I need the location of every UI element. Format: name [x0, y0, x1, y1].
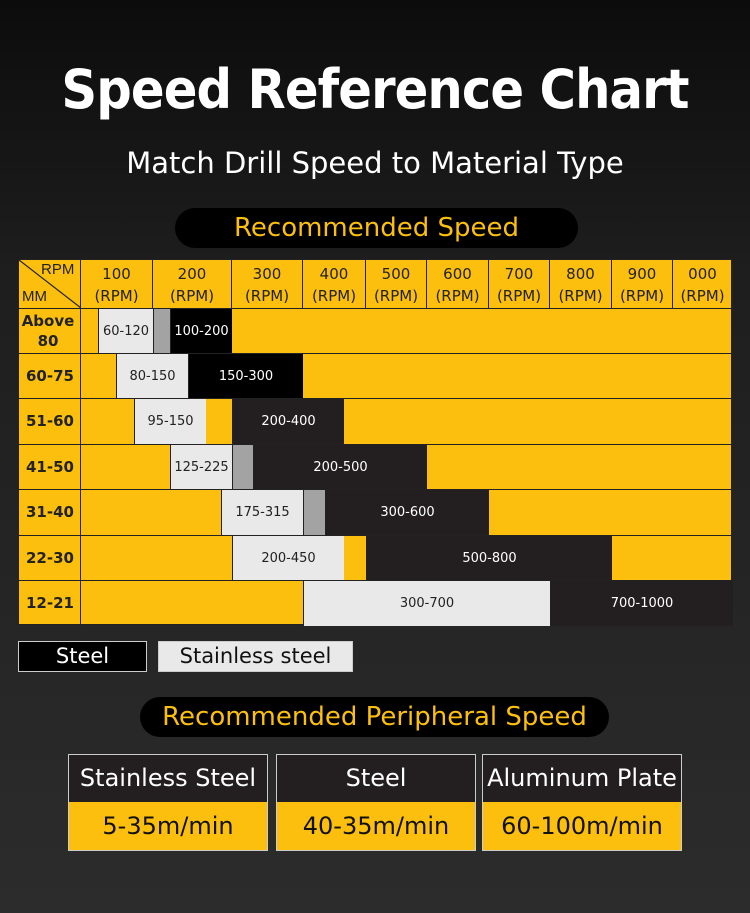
row-divider [19, 398, 733, 399]
column-unit: (RPM) [680, 287, 725, 305]
row-label-mm: 22-30 [26, 548, 74, 567]
column-header: 300 (RPM) [232, 260, 303, 308]
column-header: 200 (RPM) [153, 260, 232, 308]
steel-range-bar: 500-800 [366, 536, 612, 580]
column-unit: (RPM) [94, 287, 139, 305]
row-label-mm: 51-60 [26, 412, 74, 430]
column-value: 900 [627, 265, 657, 283]
label-column-divider [80, 260, 81, 626]
steel-range-bar: 700-1000 [550, 581, 733, 626]
corner-mm-label: MM [22, 288, 47, 305]
stainless-range-bar: 175-315 [221, 490, 303, 535]
column-unit: (RPM) [496, 287, 542, 305]
cell-divider [366, 536, 367, 580]
steel-range-bar: 200-400 [232, 399, 344, 444]
column-value: 600 [443, 265, 472, 283]
stainless-range-bar: 300-700 [303, 581, 550, 626]
steel-range-bar: 300-600 [325, 490, 489, 535]
row-label-mm: 12-21 [26, 594, 74, 612]
peripheral-card-stainless: Stainless Steel 5-35m/min [68, 754, 268, 851]
card-speed: 40-35m/min [277, 802, 475, 850]
row-divider [19, 308, 733, 309]
column-header: 600 (RPM) [427, 260, 489, 308]
column-header: 900 (RPM) [612, 260, 673, 308]
card-material: Aluminum Plate [483, 755, 681, 802]
row-divider [19, 444, 733, 445]
column-value: 700 [504, 265, 534, 283]
row-divider [19, 580, 733, 581]
column-unit: (RPM) [244, 287, 290, 305]
column-unit: (RPM) [169, 287, 215, 305]
column-unit: (RPM) [373, 287, 419, 305]
column-header: 700 (RPM) [489, 260, 550, 308]
legend-stainless-steel: Stainless steel [158, 641, 353, 672]
row-divider [19, 353, 733, 354]
card-material: Steel [277, 755, 475, 802]
overlap-bar [303, 490, 325, 535]
stainless-range-bar: 125-225 [170, 445, 232, 489]
column-unit: (RPM) [311, 287, 357, 305]
card-speed: 60-100m/min [483, 802, 681, 850]
speed-chart: RPM MM 100 (RPM) 200 (RPM) 300 (RPM) 400 (RPM) 5… [18, 259, 733, 626]
peripheral-card-aluminum: Aluminum Plate 60-100m/min [482, 754, 682, 851]
steel-range-bar: 100-200 [170, 309, 232, 353]
section-recommended-speed: Recommended Speed [175, 208, 578, 248]
corner-diagonal [19, 260, 81, 308]
column-value: 500 [381, 265, 411, 283]
column-value: 100 [102, 265, 131, 283]
page-title: Speed Reference Chart [61, 58, 689, 121]
column-header: 000 (RPM) [673, 260, 733, 308]
steel-range-bar: 200-500 [253, 445, 427, 489]
column-unit: (RPM) [619, 287, 665, 305]
column-value: 200 [177, 265, 207, 283]
section-peripheral-speed: Recommended Peripheral Speed [140, 697, 609, 737]
overlap-bar [153, 309, 170, 353]
row-label-mm: 60-75 [26, 366, 74, 385]
column-value: 000 [688, 265, 717, 283]
row-label-mm: 31-40 [26, 503, 74, 521]
row-divider [19, 535, 733, 536]
row-label-mm: Above 80 [21, 311, 75, 350]
column-value: 300 [252, 265, 282, 283]
column-header: 500 (RPM) [366, 260, 427, 308]
legend-steel: Steel [18, 641, 147, 672]
column-header: 400 (RPM) [303, 260, 366, 308]
row-label-mm: 41-50 [26, 457, 74, 476]
stainless-range-bar: 60-120 [98, 309, 153, 353]
corner-rpm-label: RPM [41, 261, 75, 278]
stainless-range-bar: 200-450 [232, 536, 344, 580]
page-subtitle: Match Drill Speed to Material Type [126, 146, 624, 180]
row-divider [19, 489, 733, 490]
steel-range-bar: 150-300 [188, 354, 303, 398]
column-unit: (RPM) [558, 287, 603, 305]
column-value: 400 [319, 265, 349, 283]
card-speed: 5-35m/min [69, 802, 267, 850]
cell-divider [232, 399, 233, 444]
peripheral-card-steel: Steel 40-35m/min [276, 754, 476, 851]
column-unit: (RPM) [435, 287, 480, 305]
column-value: 800 [566, 265, 595, 283]
column-header: 100 (RPM) [81, 260, 153, 308]
stainless-range-bar: 80-150 [116, 354, 188, 398]
stainless-range-bar: 95-150 [134, 399, 206, 444]
column-header: 800 (RPM) [550, 260, 612, 308]
overlap-bar [232, 445, 253, 489]
card-material: Stainless Steel [69, 755, 267, 802]
